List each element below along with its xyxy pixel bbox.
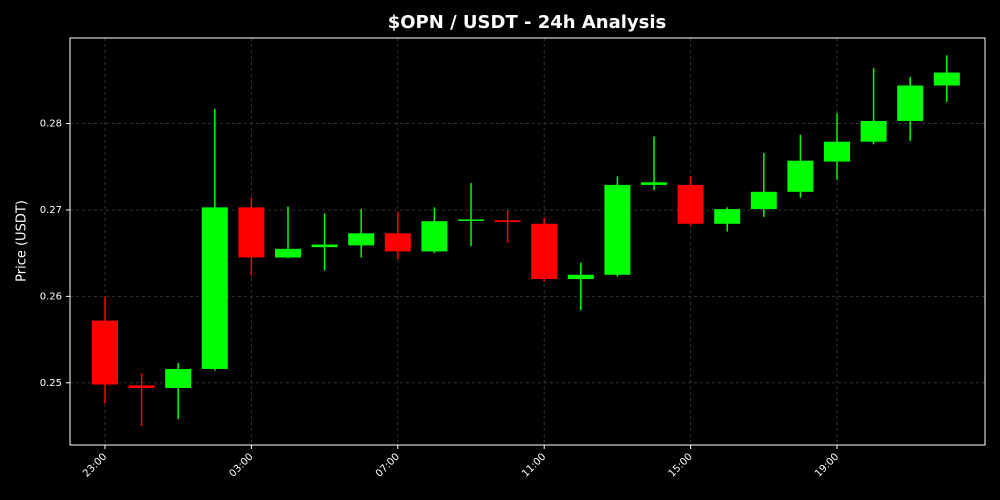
candle-body [567, 274, 594, 280]
candle-body [531, 223, 558, 280]
candle-body [458, 219, 484, 221]
candle-body [348, 233, 375, 246]
candle-body [714, 209, 741, 224]
candle-body [897, 85, 924, 121]
candle-body [641, 182, 667, 185]
candle-body [933, 72, 960, 86]
y-tick-label: 0.28 [40, 119, 62, 130]
candle-body [421, 221, 448, 252]
candle-body [165, 368, 192, 388]
plot-frame [69, 37, 986, 446]
candle-body [604, 184, 631, 275]
candle-body [677, 184, 704, 224]
y-tick-label: 0.27 [40, 205, 62, 216]
candle-body [128, 385, 155, 388]
y-tick-label: 0.25 [40, 378, 62, 389]
candle-body [92, 320, 118, 385]
y-axis-label: Price (USDT) [15, 200, 30, 282]
candle-body [275, 248, 301, 258]
candle-body [787, 160, 814, 192]
candle-body [860, 120, 887, 142]
candle-body [750, 191, 777, 210]
candle-body [384, 233, 411, 252]
candle-body [201, 207, 228, 369]
y-tick-label: 0.26 [40, 291, 62, 302]
candle-body [311, 244, 338, 248]
candle-body [494, 220, 521, 223]
chart-title: $OPN / USDT - 24h Analysis [388, 12, 667, 33]
candle-body [238, 207, 265, 258]
candle-body [824, 141, 850, 162]
